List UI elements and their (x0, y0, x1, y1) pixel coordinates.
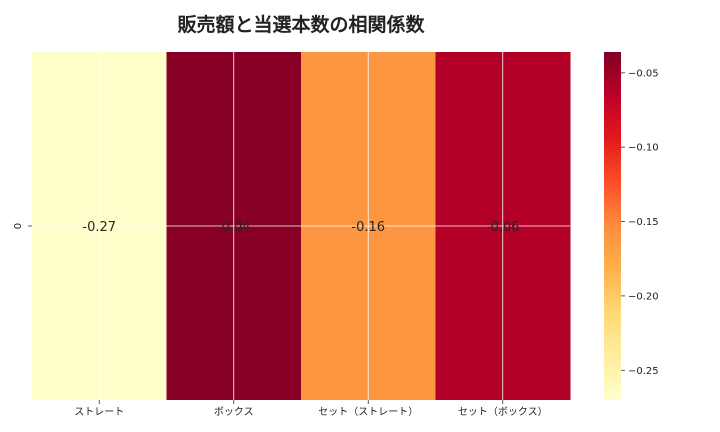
cell-value-label: -0.04 (217, 220, 251, 235)
x-tick-label: セット（ボックス） (458, 406, 548, 418)
cell-value-label: -0.16 (351, 220, 385, 235)
chart-title: 販売額と当選本数の相関係数 (177, 13, 425, 36)
cell-value-label: -0.06 (486, 220, 520, 235)
y-tick-label: 0 (13, 223, 24, 229)
x-tick-label: ボックス (214, 406, 254, 418)
colorbar-tick-label: −0.05 (628, 68, 659, 79)
colorbar-gradient (604, 52, 621, 400)
x-tick-label: セット（ストレート） (318, 406, 418, 418)
cell-value-label: -0.27 (82, 220, 116, 235)
colorbar-tick-label: −0.15 (628, 217, 659, 228)
cell-labels: -0.27 -0.04 -0.16 -0.06 (82, 220, 519, 235)
heatmap-grid (32, 52, 570, 400)
y-axis-ticks: 0 (13, 223, 32, 229)
colorbar-tick-label: −0.20 (628, 291, 659, 302)
colorbar-tick-label: −0.25 (628, 366, 659, 377)
colorbar: −0.05 −0.10 −0.15 −0.20 −0.25 (604, 52, 659, 400)
x-tick-label: ストレート (74, 407, 124, 418)
colorbar-tick-label: −0.10 (628, 143, 659, 154)
x-axis-ticks: ストレート ボックス セット（ストレート） セット（ボックス） (74, 400, 548, 418)
